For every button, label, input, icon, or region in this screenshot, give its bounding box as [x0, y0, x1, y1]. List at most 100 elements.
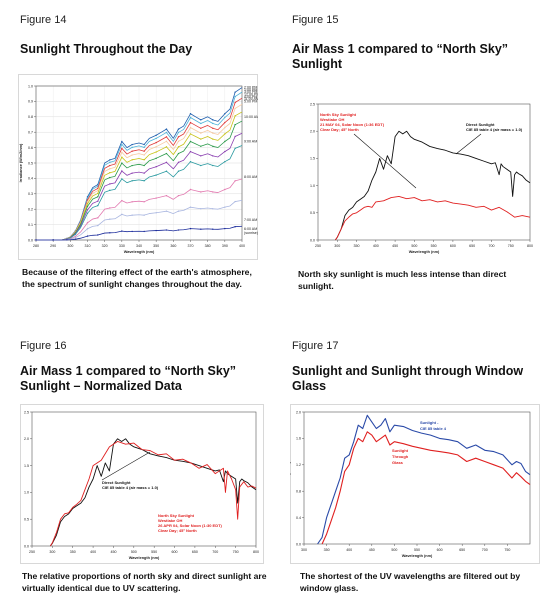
- x-tick-label: 800: [253, 550, 259, 554]
- data-point: [189, 161, 192, 163]
- figure-14-caption: Because of the filtering effect of the e…: [22, 267, 252, 289]
- data-point: [131, 154, 133, 156]
- data-point: [212, 138, 214, 140]
- figure-15-title: Air Mass 1 compared to “North Sky” Sunli…: [292, 42, 509, 71]
- chart-frame: [20, 404, 264, 564]
- x-tick-label: 280: [33, 244, 39, 248]
- data-point: [121, 143, 123, 146]
- time-label: 12:00 PM: [244, 92, 258, 96]
- data-point: [143, 154, 145, 156]
- data-point: [86, 205, 89, 208]
- data-point: [109, 176, 111, 179]
- y-tick-label: 2.5: [24, 410, 29, 414]
- annotation-arrow: [353, 133, 417, 189]
- data-point: [143, 230, 145, 233]
- data-point: [121, 230, 123, 232]
- data-point: [224, 113, 226, 115]
- data-point: [86, 228, 89, 230]
- data-point: [121, 156, 123, 158]
- plot-area: [317, 103, 531, 241]
- time-label: 9:00 AM: [244, 139, 257, 143]
- data-point: [109, 159, 111, 161]
- data-point: [131, 201, 133, 203]
- data-point: [155, 212, 157, 214]
- series-line-7: [36, 145, 243, 241]
- data-point: [200, 132, 202, 134]
- x-axis-label: Wavelength (nm): [124, 250, 155, 254]
- y-tick-label: 2.0: [24, 437, 29, 441]
- figure-17-caption: The shortest of the UV wavelengths are f…: [300, 571, 521, 593]
- x-tick-label: 550: [414, 548, 420, 552]
- data-point: [121, 170, 123, 172]
- series-line-8: [36, 178, 243, 241]
- data-point: [121, 213, 123, 216]
- time-label: 5:00 PM: [244, 99, 257, 103]
- data-point: [121, 178, 123, 180]
- data-point: [143, 201, 145, 203]
- data-point: [189, 140, 192, 143]
- time-label: 4:00 PM: [244, 95, 257, 99]
- x-tick-label: 500: [131, 550, 137, 554]
- x-tick-label: 450: [110, 550, 116, 554]
- x-tick-label: 360: [170, 244, 176, 248]
- y-tick-label: 0.4: [296, 516, 301, 520]
- y-tick-label: 0.0: [310, 238, 315, 242]
- data-point: [155, 157, 157, 160]
- x-tick-label: 650: [192, 550, 198, 554]
- data-point: [165, 210, 168, 212]
- data-point: [131, 143, 133, 146]
- x-tick-label: 450: [369, 548, 375, 552]
- data-point: [155, 229, 157, 232]
- y-tick-label: 2.0: [310, 130, 315, 134]
- annotation-arrow: [455, 133, 482, 155]
- x-tick-label: 550: [431, 244, 437, 248]
- data-point: [224, 126, 226, 129]
- plot-area: [31, 411, 257, 547]
- figure-16-caption: The relative proportions of north sky an…: [22, 571, 267, 593]
- data-point: [97, 234, 99, 236]
- series-line-1: [49, 441, 257, 547]
- data-point: [165, 140, 168, 143]
- time-label: 6:00 AM: [244, 227, 257, 231]
- data-point: [177, 136, 180, 138]
- y-tick-label: 0.0: [296, 542, 301, 546]
- data-point: [121, 147, 123, 150]
- x-tick-label: 600: [172, 550, 178, 554]
- y-tick-label: 0.8: [28, 115, 33, 119]
- data-point: [200, 164, 202, 167]
- annotation: CIE 85 table 4: [420, 426, 447, 431]
- data-point: [143, 150, 145, 152]
- x-tick-label: 400: [239, 244, 245, 248]
- data-point: [165, 170, 168, 172]
- y-tick-label: 1.5: [310, 157, 315, 161]
- x-tick-label: 300: [334, 244, 340, 248]
- data-point: [121, 140, 123, 143]
- figure-16-title: Air Mass 1 compared to “North Sky” Sunli…: [20, 364, 237, 393]
- annotation: Clear Day; 45° North: [320, 127, 359, 132]
- y-tick-label: 0.4: [28, 177, 33, 181]
- annotation: Direct Sunlight: [466, 122, 495, 127]
- data-point: [177, 170, 180, 172]
- data-point: [109, 164, 111, 167]
- data-point: [131, 146, 133, 149]
- series-line-1: [334, 196, 531, 241]
- data-point: [212, 228, 214, 230]
- series-line-0: [317, 414, 531, 545]
- chart-frame: [18, 74, 258, 260]
- data-point: [121, 199, 123, 202]
- data-point: [109, 172, 111, 174]
- data-point: [189, 121, 192, 124]
- data-point: [155, 137, 157, 140]
- y-tick-label: 1.5: [24, 464, 29, 468]
- data-point: [189, 116, 192, 119]
- figure-17-chart: 300 350 400 450 500 550 600 650 700 750 0.0 0.4 0.8 1…: [290, 404, 540, 564]
- annotation: North Sky Sunlight: [320, 112, 357, 117]
- x-tick-label: 600: [437, 548, 443, 552]
- data-point: [109, 232, 111, 234]
- x-tick-label: 300: [67, 244, 73, 248]
- data-point: [86, 212, 89, 214]
- data-point: [224, 140, 226, 143]
- time-label: 3:00 PM: [244, 90, 257, 94]
- data-point: [234, 200, 236, 203]
- data-point: [212, 145, 214, 148]
